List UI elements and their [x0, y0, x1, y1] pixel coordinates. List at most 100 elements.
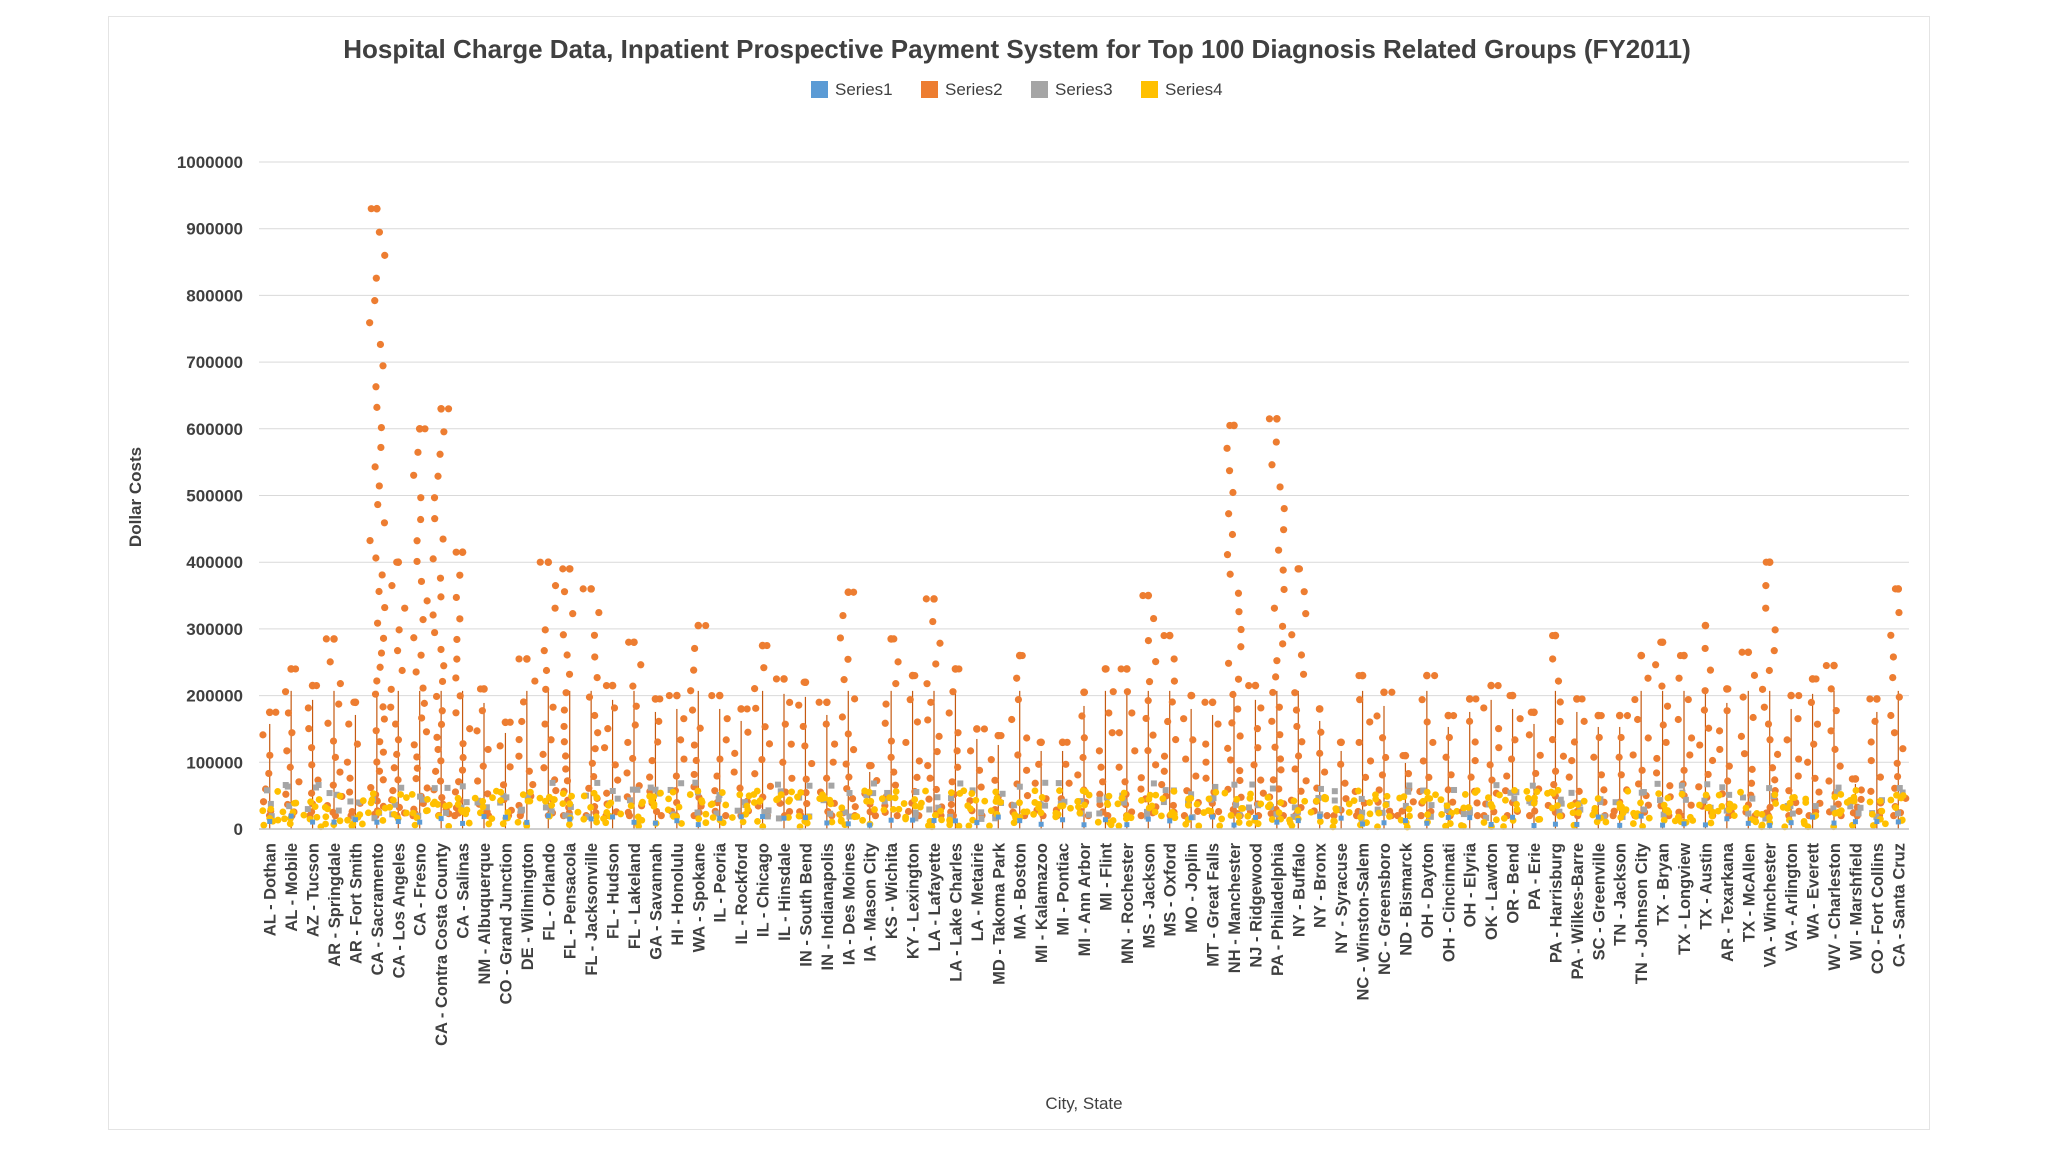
- x-tick-label: MI - Kalamazoo: [1033, 843, 1051, 963]
- category-group: [321, 635, 346, 829]
- series3-point: [1291, 804, 1298, 811]
- series4-point: [718, 789, 726, 796]
- series1-point: [1102, 817, 1108, 823]
- x-tick-label: TX - Longview: [1676, 843, 1694, 955]
- series2-point: [1065, 779, 1073, 787]
- series2-point: [1471, 738, 1479, 746]
- series2-point: [1253, 725, 1262, 733]
- series3-point: [846, 813, 853, 820]
- series2-point: [284, 709, 293, 717]
- series2-point: [560, 738, 568, 746]
- x-tick-label: NY - Buffalo: [1290, 843, 1308, 937]
- series2-point: [1300, 588, 1308, 596]
- series4-point: [1030, 810, 1037, 818]
- series4-point: [1484, 794, 1492, 801]
- x-tick-label: MI - Ann Arbor: [1076, 842, 1094, 956]
- series2-point: [377, 649, 386, 657]
- category-group: [1758, 558, 1782, 831]
- series4-point: [1678, 790, 1686, 798]
- series4-point: [1137, 796, 1145, 804]
- series4-point: [431, 798, 439, 806]
- series2-point: [376, 738, 384, 746]
- x-tick-label: PA - Philadelphia: [1269, 842, 1287, 976]
- series2-point: [924, 716, 932, 724]
- series2-point: [1265, 415, 1274, 423]
- series2-point: [304, 704, 312, 712]
- series2-max-point: [737, 705, 745, 713]
- series2-point: [1449, 798, 1457, 806]
- series2-point: [977, 783, 985, 791]
- series4-point: [1471, 789, 1479, 796]
- series4-point: [408, 791, 416, 798]
- series3-point: [948, 795, 955, 802]
- series4-point: [1235, 812, 1243, 820]
- series4-point: [1286, 819, 1294, 827]
- series4-point: [607, 799, 615, 807]
- series2-point: [281, 688, 290, 696]
- series2-point: [1867, 738, 1875, 746]
- series2-point: [1747, 779, 1756, 787]
- series2-max-point: [1465, 695, 1474, 703]
- series2-point: [844, 730, 852, 738]
- series2-point: [1815, 788, 1823, 796]
- series3-point: [594, 779, 601, 786]
- series4-point: [1513, 800, 1520, 808]
- series4-point: [1115, 822, 1123, 830]
- series2-point: [966, 747, 975, 755]
- series2-point: [366, 319, 374, 327]
- series3-point: [518, 806, 525, 813]
- category-group: [1137, 591, 1160, 829]
- series2-point: [381, 251, 389, 259]
- series3-point: [1269, 785, 1276, 792]
- x-tick-label: IL - Chicago: [755, 843, 773, 937]
- category-group: [579, 585, 603, 829]
- series4-point: [1056, 787, 1063, 795]
- series4-point: [1301, 797, 1309, 805]
- series4-point: [925, 822, 932, 830]
- series3-point: [626, 797, 633, 804]
- series2-point: [423, 784, 431, 792]
- series2-point: [478, 707, 486, 715]
- series3-point: [1374, 806, 1381, 813]
- series1-point: [1702, 822, 1708, 828]
- series2-max-point: [780, 675, 788, 683]
- series2-point: [551, 604, 559, 612]
- category-group: [1030, 738, 1050, 829]
- series3-point: [284, 783, 291, 790]
- series1-point: [460, 820, 466, 826]
- series2-point: [848, 795, 857, 803]
- category-group: [1589, 711, 1610, 829]
- series2-point: [882, 700, 890, 708]
- category-group: [1200, 698, 1226, 830]
- series2-point: [1229, 690, 1237, 699]
- category-group: [1887, 585, 1910, 829]
- series2-point: [851, 695, 859, 703]
- series4-point: [694, 787, 702, 795]
- series4-point: [686, 791, 694, 798]
- series1-point: [1424, 820, 1430, 826]
- series3-point: [1896, 785, 1903, 792]
- x-tick-label: AR - Texarkana: [1719, 842, 1737, 962]
- series2-point: [1297, 787, 1305, 795]
- series2-point: [331, 753, 340, 761]
- series2-point: [743, 705, 751, 713]
- series3-point: [1789, 810, 1796, 817]
- series2-point: [1725, 762, 1733, 770]
- series2-point: [1170, 655, 1178, 663]
- series2-point: [1887, 711, 1895, 720]
- series3-point: [1656, 797, 1663, 804]
- series3-point: [634, 786, 641, 793]
- x-tick-label: SC - Greenville: [1590, 843, 1608, 960]
- series4-point: [1020, 808, 1028, 816]
- series4-point: [368, 796, 376, 804]
- series2-point: [594, 729, 602, 737]
- series2-point: [1272, 438, 1280, 446]
- series3-point: [1249, 781, 1256, 788]
- series2-point: [1267, 810, 1275, 818]
- series4-point: [1753, 809, 1761, 817]
- series2-point: [515, 752, 523, 760]
- series2-point: [1536, 751, 1544, 759]
- series2-point: [1748, 765, 1756, 773]
- series2-point: [591, 745, 599, 753]
- series2-point: [1172, 736, 1180, 744]
